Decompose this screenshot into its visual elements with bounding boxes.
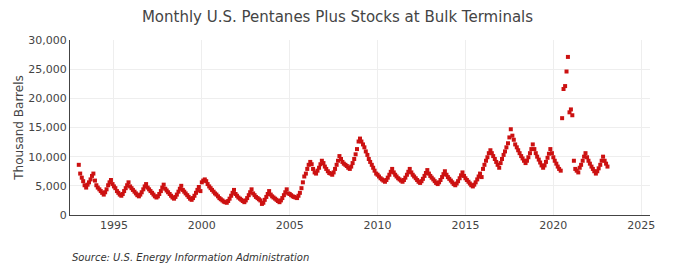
- svg-text:25,000: 25,000: [28, 63, 67, 76]
- svg-text:Monthly U.S. Pentanes Plus Sto: Monthly U.S. Pentanes Plus Stocks at Bul…: [142, 8, 533, 26]
- svg-text:2010: 2010: [364, 219, 392, 232]
- svg-text:1995: 1995: [100, 219, 128, 232]
- svg-text:15,000: 15,000: [28, 121, 67, 134]
- svg-text:20,000: 20,000: [28, 92, 67, 105]
- svg-text:5,000: 5,000: [35, 180, 67, 193]
- svg-text:2020: 2020: [539, 219, 567, 232]
- svg-text:Thousand Barrels: Thousand Barrels: [12, 75, 26, 180]
- svg-text:30,000: 30,000: [28, 34, 67, 47]
- svg-text:10,000: 10,000: [28, 151, 67, 164]
- svg-text:Source: U.S. Energy Informatio: Source: U.S. Energy Information Administ…: [72, 252, 309, 263]
- svg-text:2025: 2025: [627, 219, 655, 232]
- svg-text:2005: 2005: [276, 219, 304, 232]
- svg-text:0: 0: [60, 209, 67, 222]
- svg-text:2000: 2000: [188, 219, 216, 232]
- svg-text:2015: 2015: [451, 219, 479, 232]
